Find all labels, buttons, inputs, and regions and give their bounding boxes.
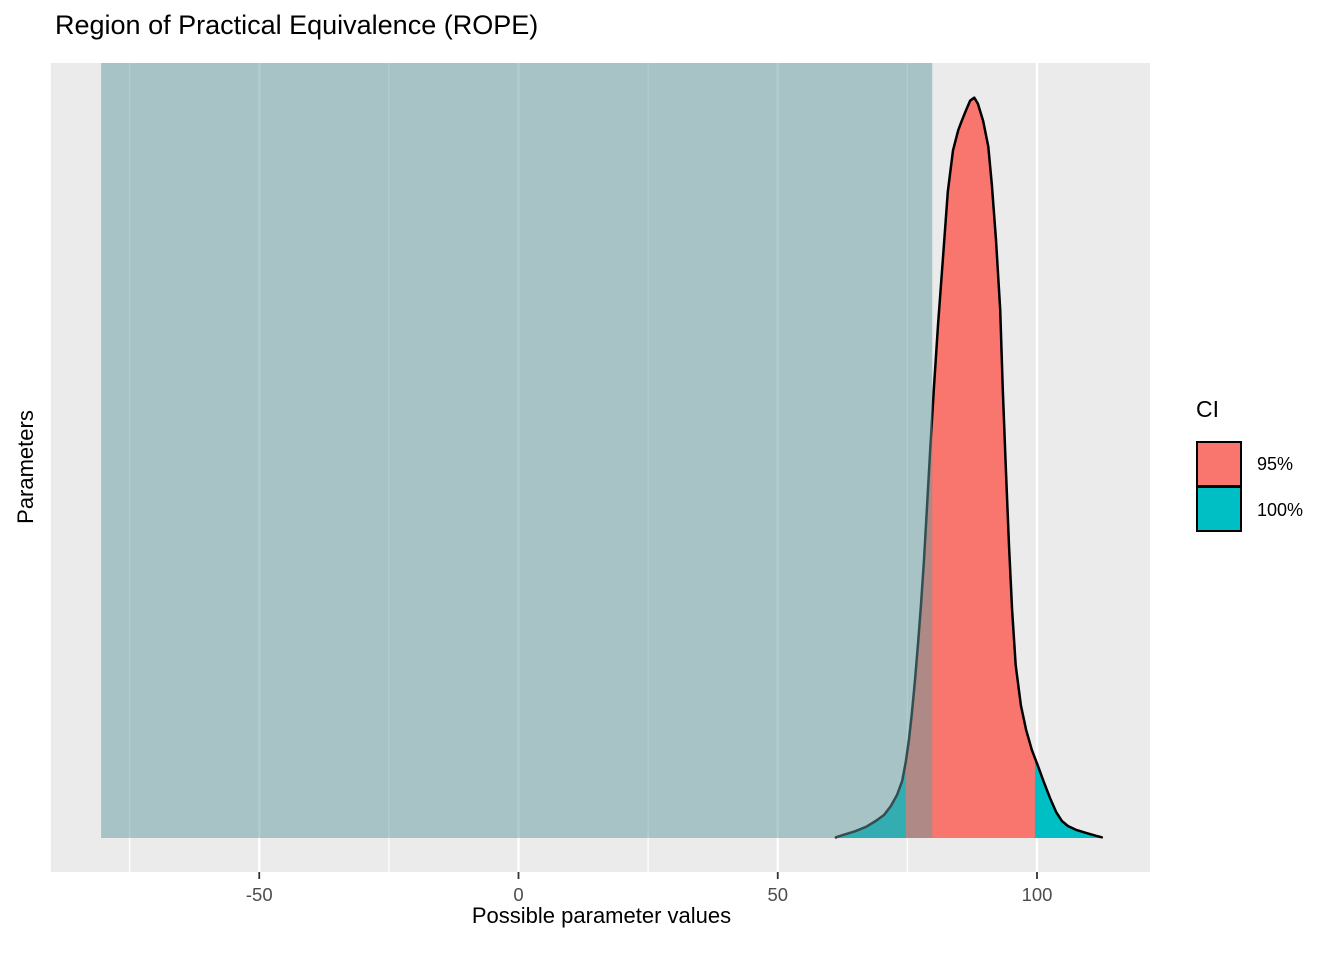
x-axis-tick-label: 100 [1022,884,1053,905]
legend: CI 95% 100% [1196,396,1303,533]
x-axis-label: Possible parameter values [471,903,732,928]
legend-title: CI [1196,396,1219,422]
rope-region [101,63,933,838]
y-axis-label: Parameters [13,410,38,524]
legend-key-95-swatch [1196,441,1242,487]
legend-entry-100: 100% [1196,486,1304,533]
legend-label-95: 95% [1257,453,1294,474]
chart-title: Region of Practical Equivalence (ROPE) [55,10,539,40]
legend-label-100: 100% [1257,499,1304,520]
legend-entry-95: 95% [1196,441,1303,487]
x-axis-tick-label: 50 [767,884,788,905]
x-axis-tick-label: 0 [513,884,523,905]
density-fill-95 [905,97,1035,838]
legend-key-100-swatch [1196,486,1242,532]
x-axis-tick-label: -50 [246,884,273,905]
